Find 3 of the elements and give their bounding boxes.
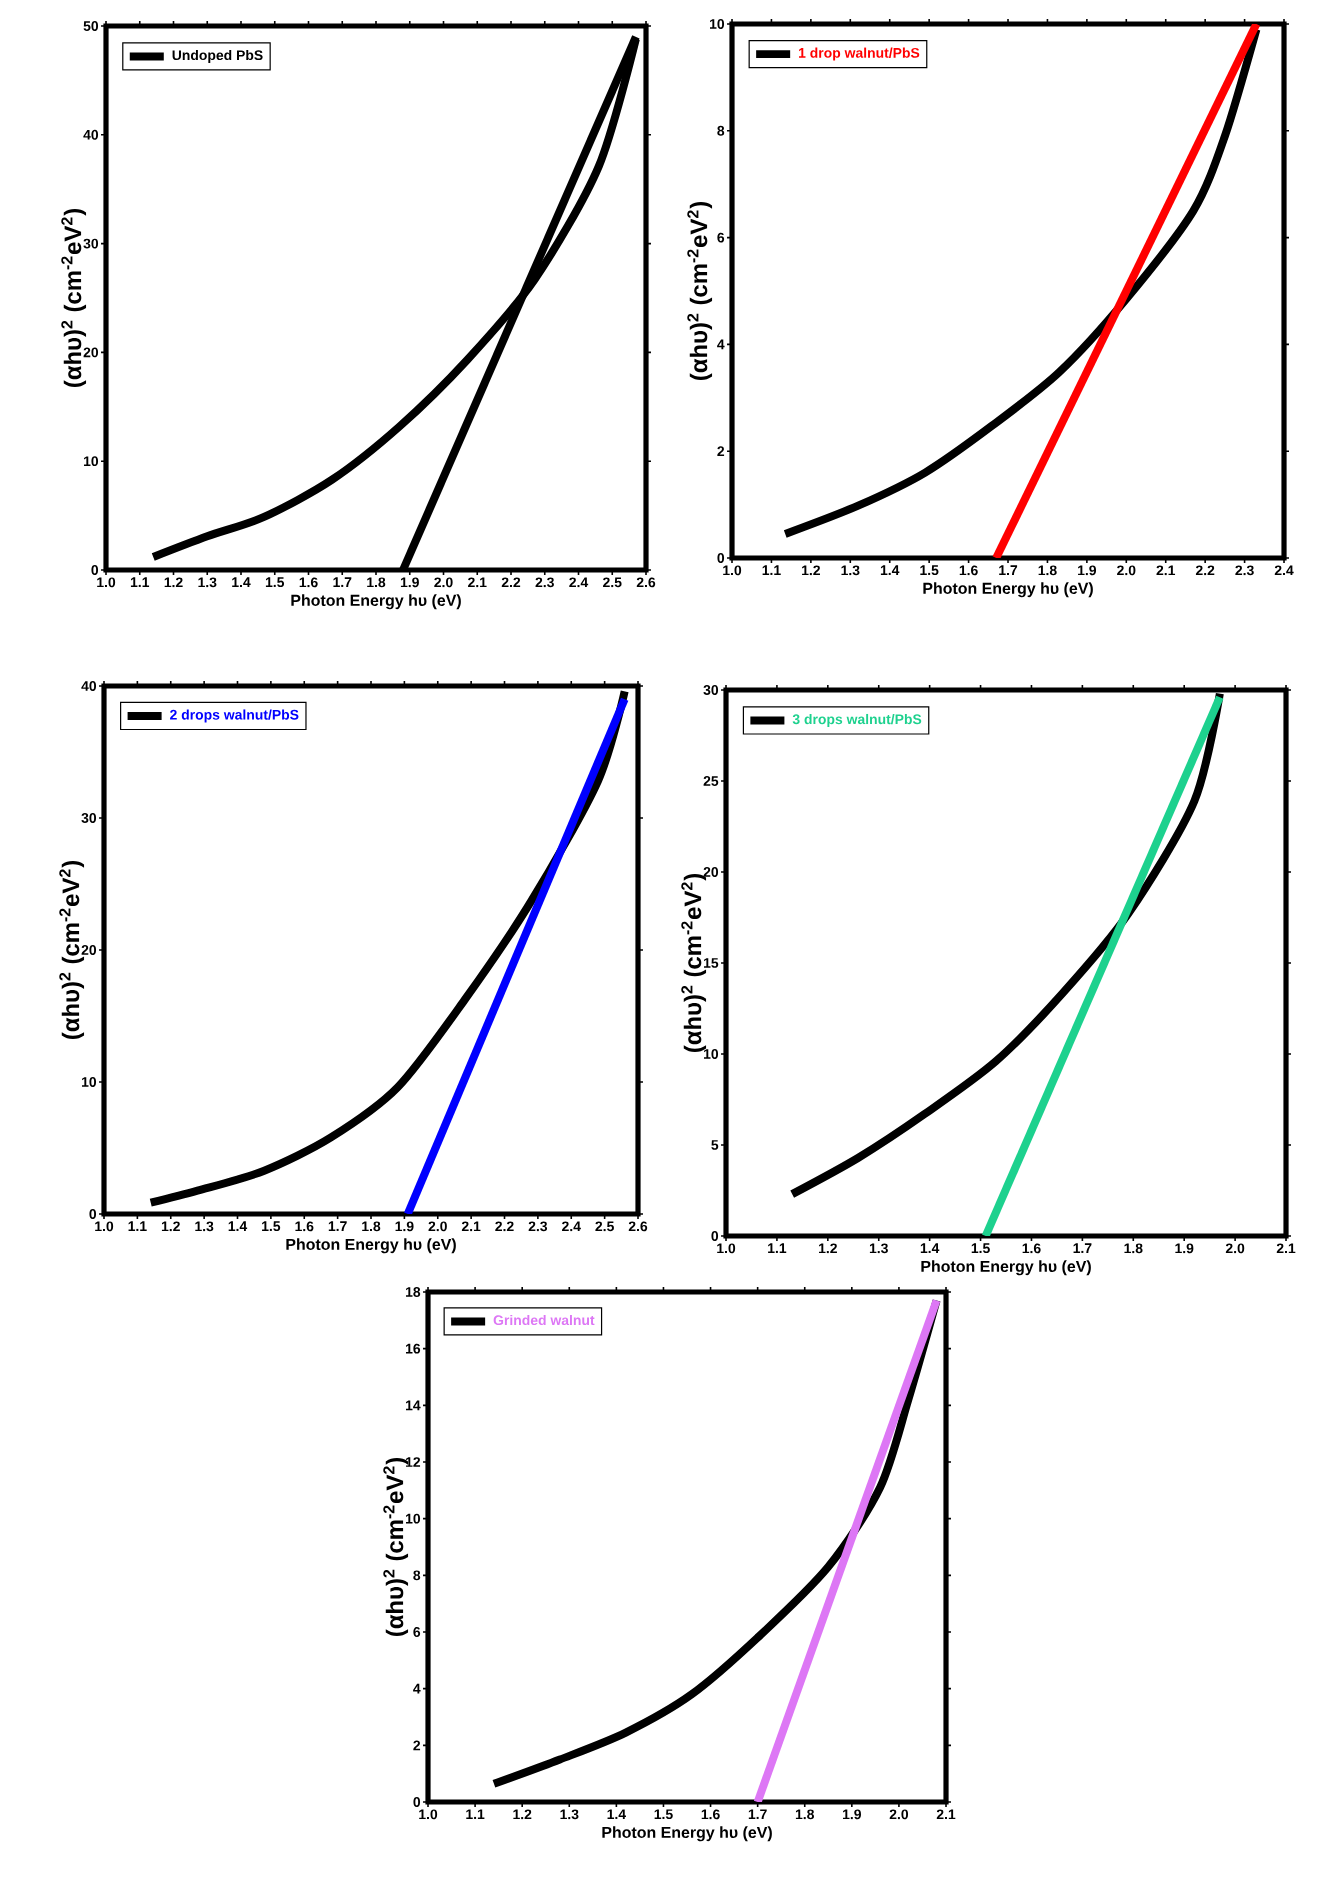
y-axis-title: (αhυ)$^{2}$ (cm$^{-2}$eV$^{2}$) [687, 201, 713, 380]
y-axis-title: (αhυ)$^{2}$ (cm$^{-2}$eV$^{2}$) [383, 1457, 409, 1637]
y-axis-title: (αhυ)$^{2}$ (cm$^{-2}$eV$^{2}$) [681, 873, 707, 1053]
